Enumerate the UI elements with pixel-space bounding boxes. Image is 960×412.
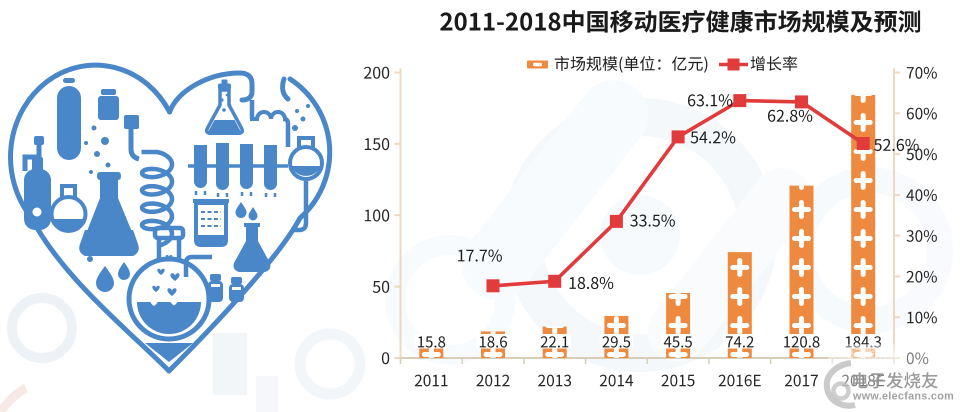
svg-text:www.elecfans.com: www.elecfans.com xyxy=(852,391,954,403)
